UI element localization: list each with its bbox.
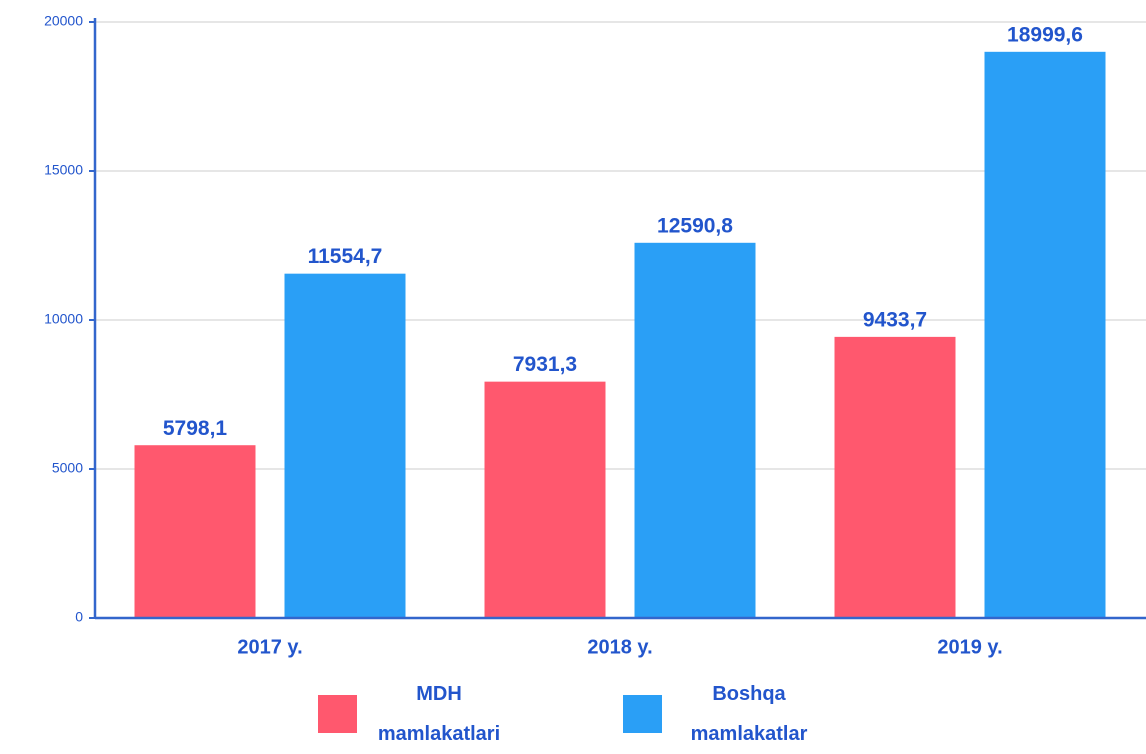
legend-item: Boshqa mamlakatlar (623, 674, 824, 754)
value-label: 11554,7 (308, 245, 383, 268)
value-label: 5798,1 (163, 417, 228, 440)
bar (634, 242, 756, 618)
value-label: 7931,3 (513, 353, 577, 376)
x-tick-label: 2018 y. (587, 636, 652, 658)
legend-label: MDH mamlakatlari (377, 683, 501, 745)
x-tick-label: 2019 y. (937, 636, 1002, 658)
bar (134, 445, 256, 618)
bar (484, 381, 606, 618)
y-tick-label: 0 (75, 609, 83, 625)
legend-label: Boshqa mamlakatlar (690, 683, 808, 745)
x-tick-label: 2017 y. (237, 636, 302, 658)
y-tick-label: 10000 (44, 311, 83, 327)
chart: 0 5000 10000 15000 20000 2017 y. 5798,1 11554,7… (44, 13, 1146, 658)
y-tick-label: 20000 (44, 13, 83, 29)
legend-swatch (318, 695, 357, 733)
value-label: 18999,6 (1007, 23, 1083, 46)
bar (284, 273, 406, 618)
value-label: 9433,7 (863, 308, 927, 331)
bar (834, 336, 956, 618)
bar (984, 51, 1106, 619)
legend-swatch (623, 695, 662, 733)
y-tick-label: 5000 (52, 460, 83, 476)
value-label: 12590,8 (657, 214, 733, 237)
legend-item: MDH mamlakatlari (318, 674, 509, 754)
y-tick-label: 15000 (44, 162, 83, 178)
